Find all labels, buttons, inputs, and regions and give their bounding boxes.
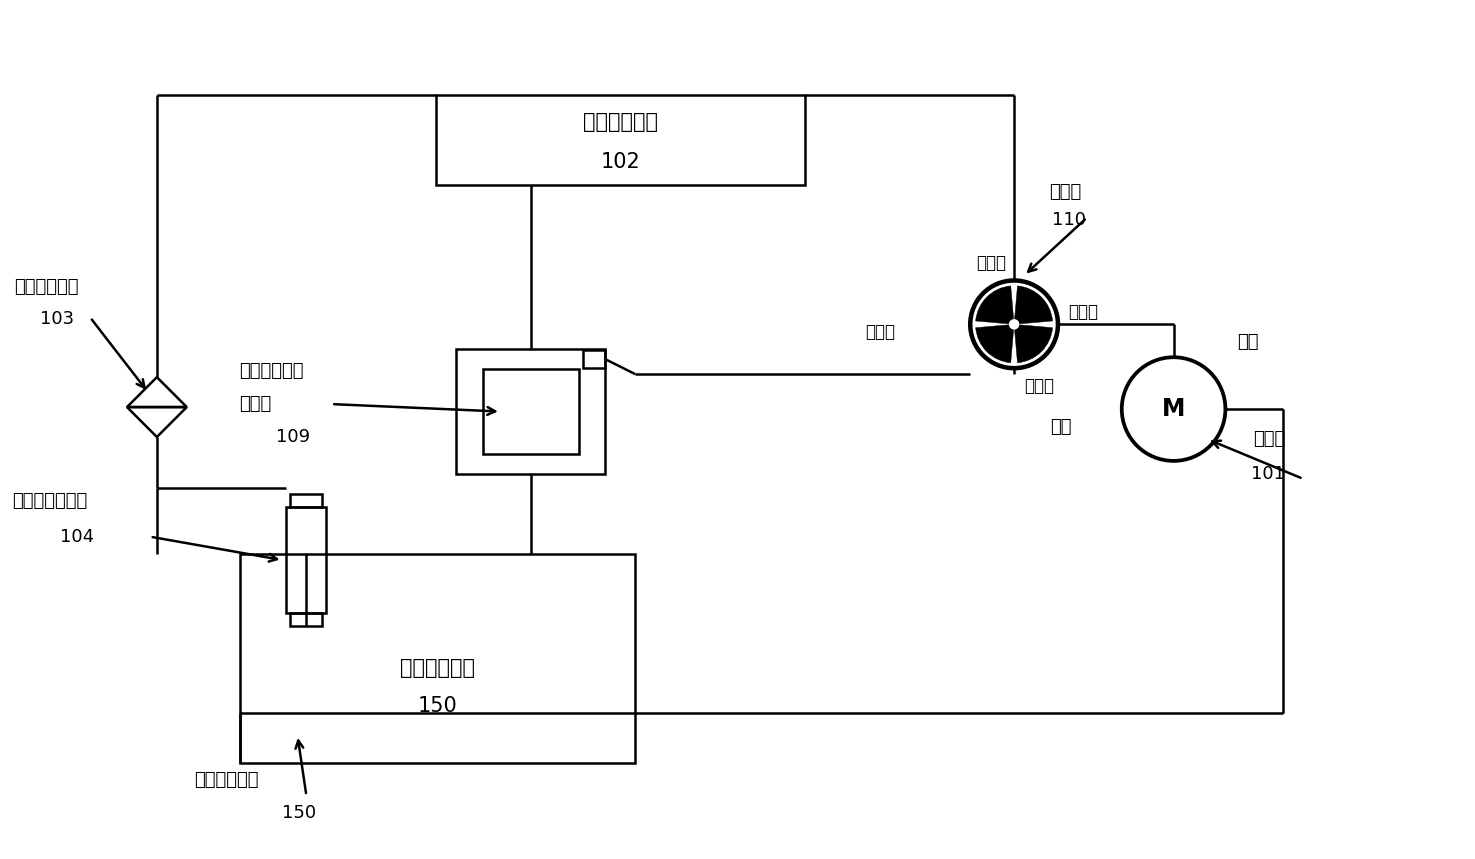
- Text: 室外换热单元: 室外换热单元: [583, 112, 658, 132]
- Text: 第一室外板式: 第一室外板式: [239, 362, 304, 381]
- Circle shape: [1009, 319, 1019, 330]
- Wedge shape: [1015, 325, 1053, 362]
- Text: 四通阀: 四通阀: [1049, 183, 1081, 201]
- Text: 110: 110: [1052, 210, 1086, 228]
- Text: 101: 101: [1251, 465, 1285, 483]
- Text: 分流调节单元: 分流调节单元: [193, 771, 258, 789]
- Wedge shape: [975, 325, 1015, 362]
- Text: 第一气液分离器: 第一气液分离器: [12, 491, 87, 509]
- Text: 第一端: 第一端: [1068, 303, 1097, 321]
- Text: 第三端: 第三端: [866, 323, 895, 341]
- Text: 109: 109: [276, 428, 311, 446]
- Text: M: M: [1162, 397, 1186, 421]
- Text: 150: 150: [417, 696, 457, 716]
- Text: 103: 103: [40, 310, 74, 328]
- Text: 压缩机: 压缩机: [1254, 430, 1286, 448]
- Text: 150: 150: [282, 804, 317, 822]
- Text: 第四端: 第四端: [1024, 377, 1055, 395]
- Text: 第二端: 第二端: [976, 253, 1006, 271]
- Text: 出口: 出口: [1238, 333, 1258, 351]
- Text: 104: 104: [60, 527, 94, 545]
- Text: 102: 102: [600, 152, 640, 172]
- Text: 入口: 入口: [1050, 418, 1071, 436]
- Text: 换热器: 换热器: [239, 395, 271, 413]
- Text: 第一节流装置: 第一节流装置: [15, 278, 78, 296]
- Text: 分流调节单元: 分流调节单元: [400, 658, 475, 679]
- Wedge shape: [975, 286, 1015, 325]
- Wedge shape: [1015, 286, 1053, 325]
